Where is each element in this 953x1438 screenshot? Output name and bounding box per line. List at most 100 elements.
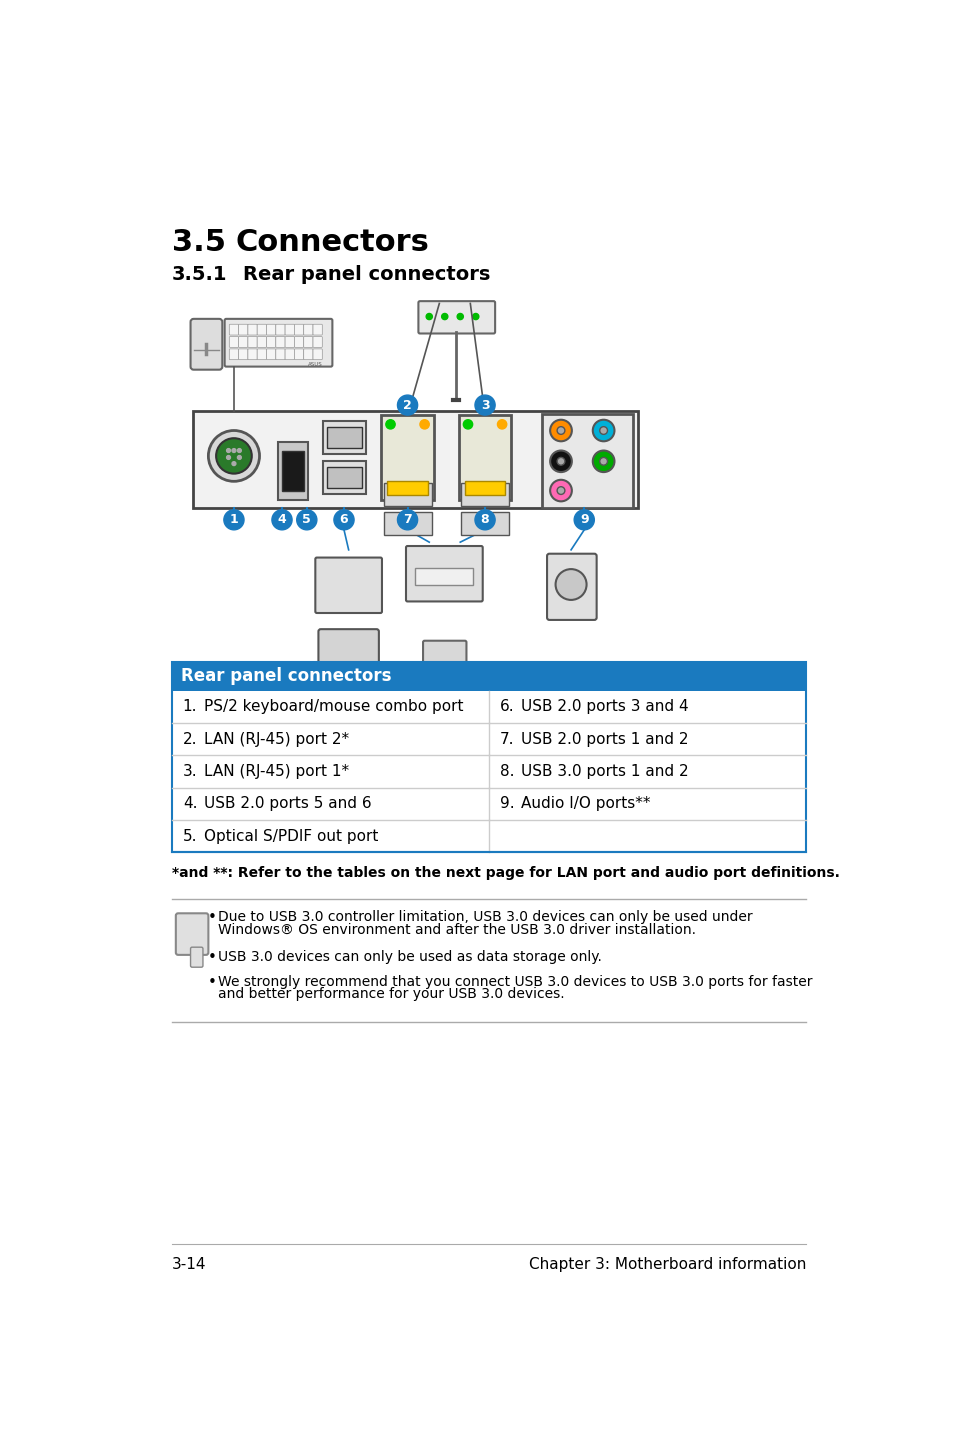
Circle shape <box>557 457 564 464</box>
FancyBboxPatch shape <box>327 467 361 489</box>
FancyBboxPatch shape <box>257 349 266 360</box>
FancyBboxPatch shape <box>383 483 431 506</box>
Text: 9: 9 <box>579 513 588 526</box>
Text: •: • <box>208 975 216 989</box>
FancyBboxPatch shape <box>318 630 378 666</box>
FancyBboxPatch shape <box>294 336 303 348</box>
FancyBboxPatch shape <box>383 512 431 535</box>
Circle shape <box>557 486 564 495</box>
FancyBboxPatch shape <box>175 913 208 955</box>
FancyBboxPatch shape <box>248 324 257 335</box>
Text: 2.: 2. <box>183 732 197 746</box>
FancyBboxPatch shape <box>257 324 266 335</box>
Text: and better performance for your USB 3.0 devices.: and better performance for your USB 3.0 … <box>218 988 564 1001</box>
FancyBboxPatch shape <box>458 416 511 500</box>
Circle shape <box>385 420 395 429</box>
FancyBboxPatch shape <box>313 324 322 335</box>
Circle shape <box>475 395 495 416</box>
Text: USB 2.0 ports 3 and 4: USB 2.0 ports 3 and 4 <box>521 699 688 715</box>
Circle shape <box>397 510 417 529</box>
Text: 3.5: 3.5 <box>172 229 226 257</box>
Text: LAN (RJ-45) port 2*: LAN (RJ-45) port 2* <box>204 732 349 746</box>
Text: Rear panel connectors: Rear panel connectors <box>243 265 490 283</box>
Text: LAN (RJ-45) port 1*: LAN (RJ-45) port 1* <box>204 764 349 779</box>
Circle shape <box>550 450 571 472</box>
Circle shape <box>456 313 463 319</box>
Text: 3.: 3. <box>183 764 197 779</box>
FancyBboxPatch shape <box>285 324 294 335</box>
FancyBboxPatch shape <box>303 336 313 348</box>
Circle shape <box>463 420 472 429</box>
Circle shape <box>334 510 354 529</box>
Text: 3.5.1: 3.5.1 <box>172 265 227 283</box>
FancyBboxPatch shape <box>285 336 294 348</box>
Circle shape <box>232 449 235 453</box>
FancyBboxPatch shape <box>275 324 285 335</box>
Text: 4: 4 <box>277 513 286 526</box>
Text: 6: 6 <box>339 513 348 526</box>
FancyBboxPatch shape <box>238 349 248 360</box>
Text: USB 2.0 ports 1 and 2: USB 2.0 ports 1 and 2 <box>521 732 688 746</box>
Circle shape <box>296 510 316 529</box>
Text: 2: 2 <box>403 398 412 411</box>
Text: Audio I/O ports**: Audio I/O ports** <box>521 797 650 811</box>
FancyBboxPatch shape <box>257 336 266 348</box>
FancyBboxPatch shape <box>224 319 332 367</box>
Circle shape <box>237 456 241 459</box>
Text: Rear panel connectors: Rear panel connectors <box>181 667 392 684</box>
Circle shape <box>224 510 244 529</box>
Text: 3-14: 3-14 <box>172 1257 206 1271</box>
FancyBboxPatch shape <box>248 336 257 348</box>
Text: 1.: 1. <box>183 699 197 715</box>
FancyBboxPatch shape <box>303 349 313 360</box>
FancyBboxPatch shape <box>275 349 285 360</box>
Circle shape <box>272 510 292 529</box>
FancyBboxPatch shape <box>294 349 303 360</box>
FancyBboxPatch shape <box>422 641 466 673</box>
Circle shape <box>592 450 614 472</box>
FancyBboxPatch shape <box>191 948 203 968</box>
Text: 8.: 8. <box>499 764 514 779</box>
Text: USB 2.0 ports 5 and 6: USB 2.0 ports 5 and 6 <box>204 797 372 811</box>
Text: Connectors: Connectors <box>235 229 429 257</box>
FancyBboxPatch shape <box>266 336 275 348</box>
FancyBboxPatch shape <box>193 411 638 508</box>
FancyBboxPatch shape <box>278 441 307 500</box>
Text: 6.: 6. <box>499 699 514 715</box>
Text: 7: 7 <box>403 513 412 526</box>
Circle shape <box>550 420 571 441</box>
FancyBboxPatch shape <box>313 336 322 348</box>
FancyBboxPatch shape <box>546 554 596 620</box>
FancyBboxPatch shape <box>460 512 509 535</box>
Circle shape <box>574 510 594 529</box>
Text: 4.: 4. <box>183 797 197 811</box>
Circle shape <box>216 439 252 473</box>
Text: *and **: Refer to the tables on the next page for LAN port and audio port defini: *and **: Refer to the tables on the next… <box>172 866 839 880</box>
FancyBboxPatch shape <box>172 661 805 690</box>
Text: Chapter 3: Motherboard information: Chapter 3: Motherboard information <box>528 1257 805 1271</box>
Circle shape <box>475 510 495 529</box>
Text: 9.: 9. <box>499 797 514 811</box>
Circle shape <box>441 313 447 319</box>
Circle shape <box>599 427 607 434</box>
Circle shape <box>208 430 259 482</box>
FancyBboxPatch shape <box>266 349 275 360</box>
FancyBboxPatch shape <box>406 546 482 601</box>
Text: •: • <box>208 951 216 965</box>
FancyBboxPatch shape <box>191 319 222 370</box>
Text: Windows® OS environment and after the USB 3.0 driver installation.: Windows® OS environment and after the US… <box>218 923 696 936</box>
Text: 5: 5 <box>302 513 311 526</box>
FancyBboxPatch shape <box>541 414 633 508</box>
FancyBboxPatch shape <box>229 349 238 360</box>
Circle shape <box>397 395 417 416</box>
Text: USB 3.0 devices can only be used as data storage only.: USB 3.0 devices can only be used as data… <box>218 951 601 965</box>
FancyBboxPatch shape <box>282 452 303 490</box>
Circle shape <box>497 420 506 429</box>
FancyBboxPatch shape <box>294 324 303 335</box>
Text: PS/2 keyboard/mouse combo port: PS/2 keyboard/mouse combo port <box>204 699 463 715</box>
FancyBboxPatch shape <box>285 349 294 360</box>
FancyBboxPatch shape <box>315 558 381 613</box>
FancyBboxPatch shape <box>327 427 361 449</box>
Text: 5.: 5. <box>183 828 197 844</box>
FancyBboxPatch shape <box>418 301 495 334</box>
